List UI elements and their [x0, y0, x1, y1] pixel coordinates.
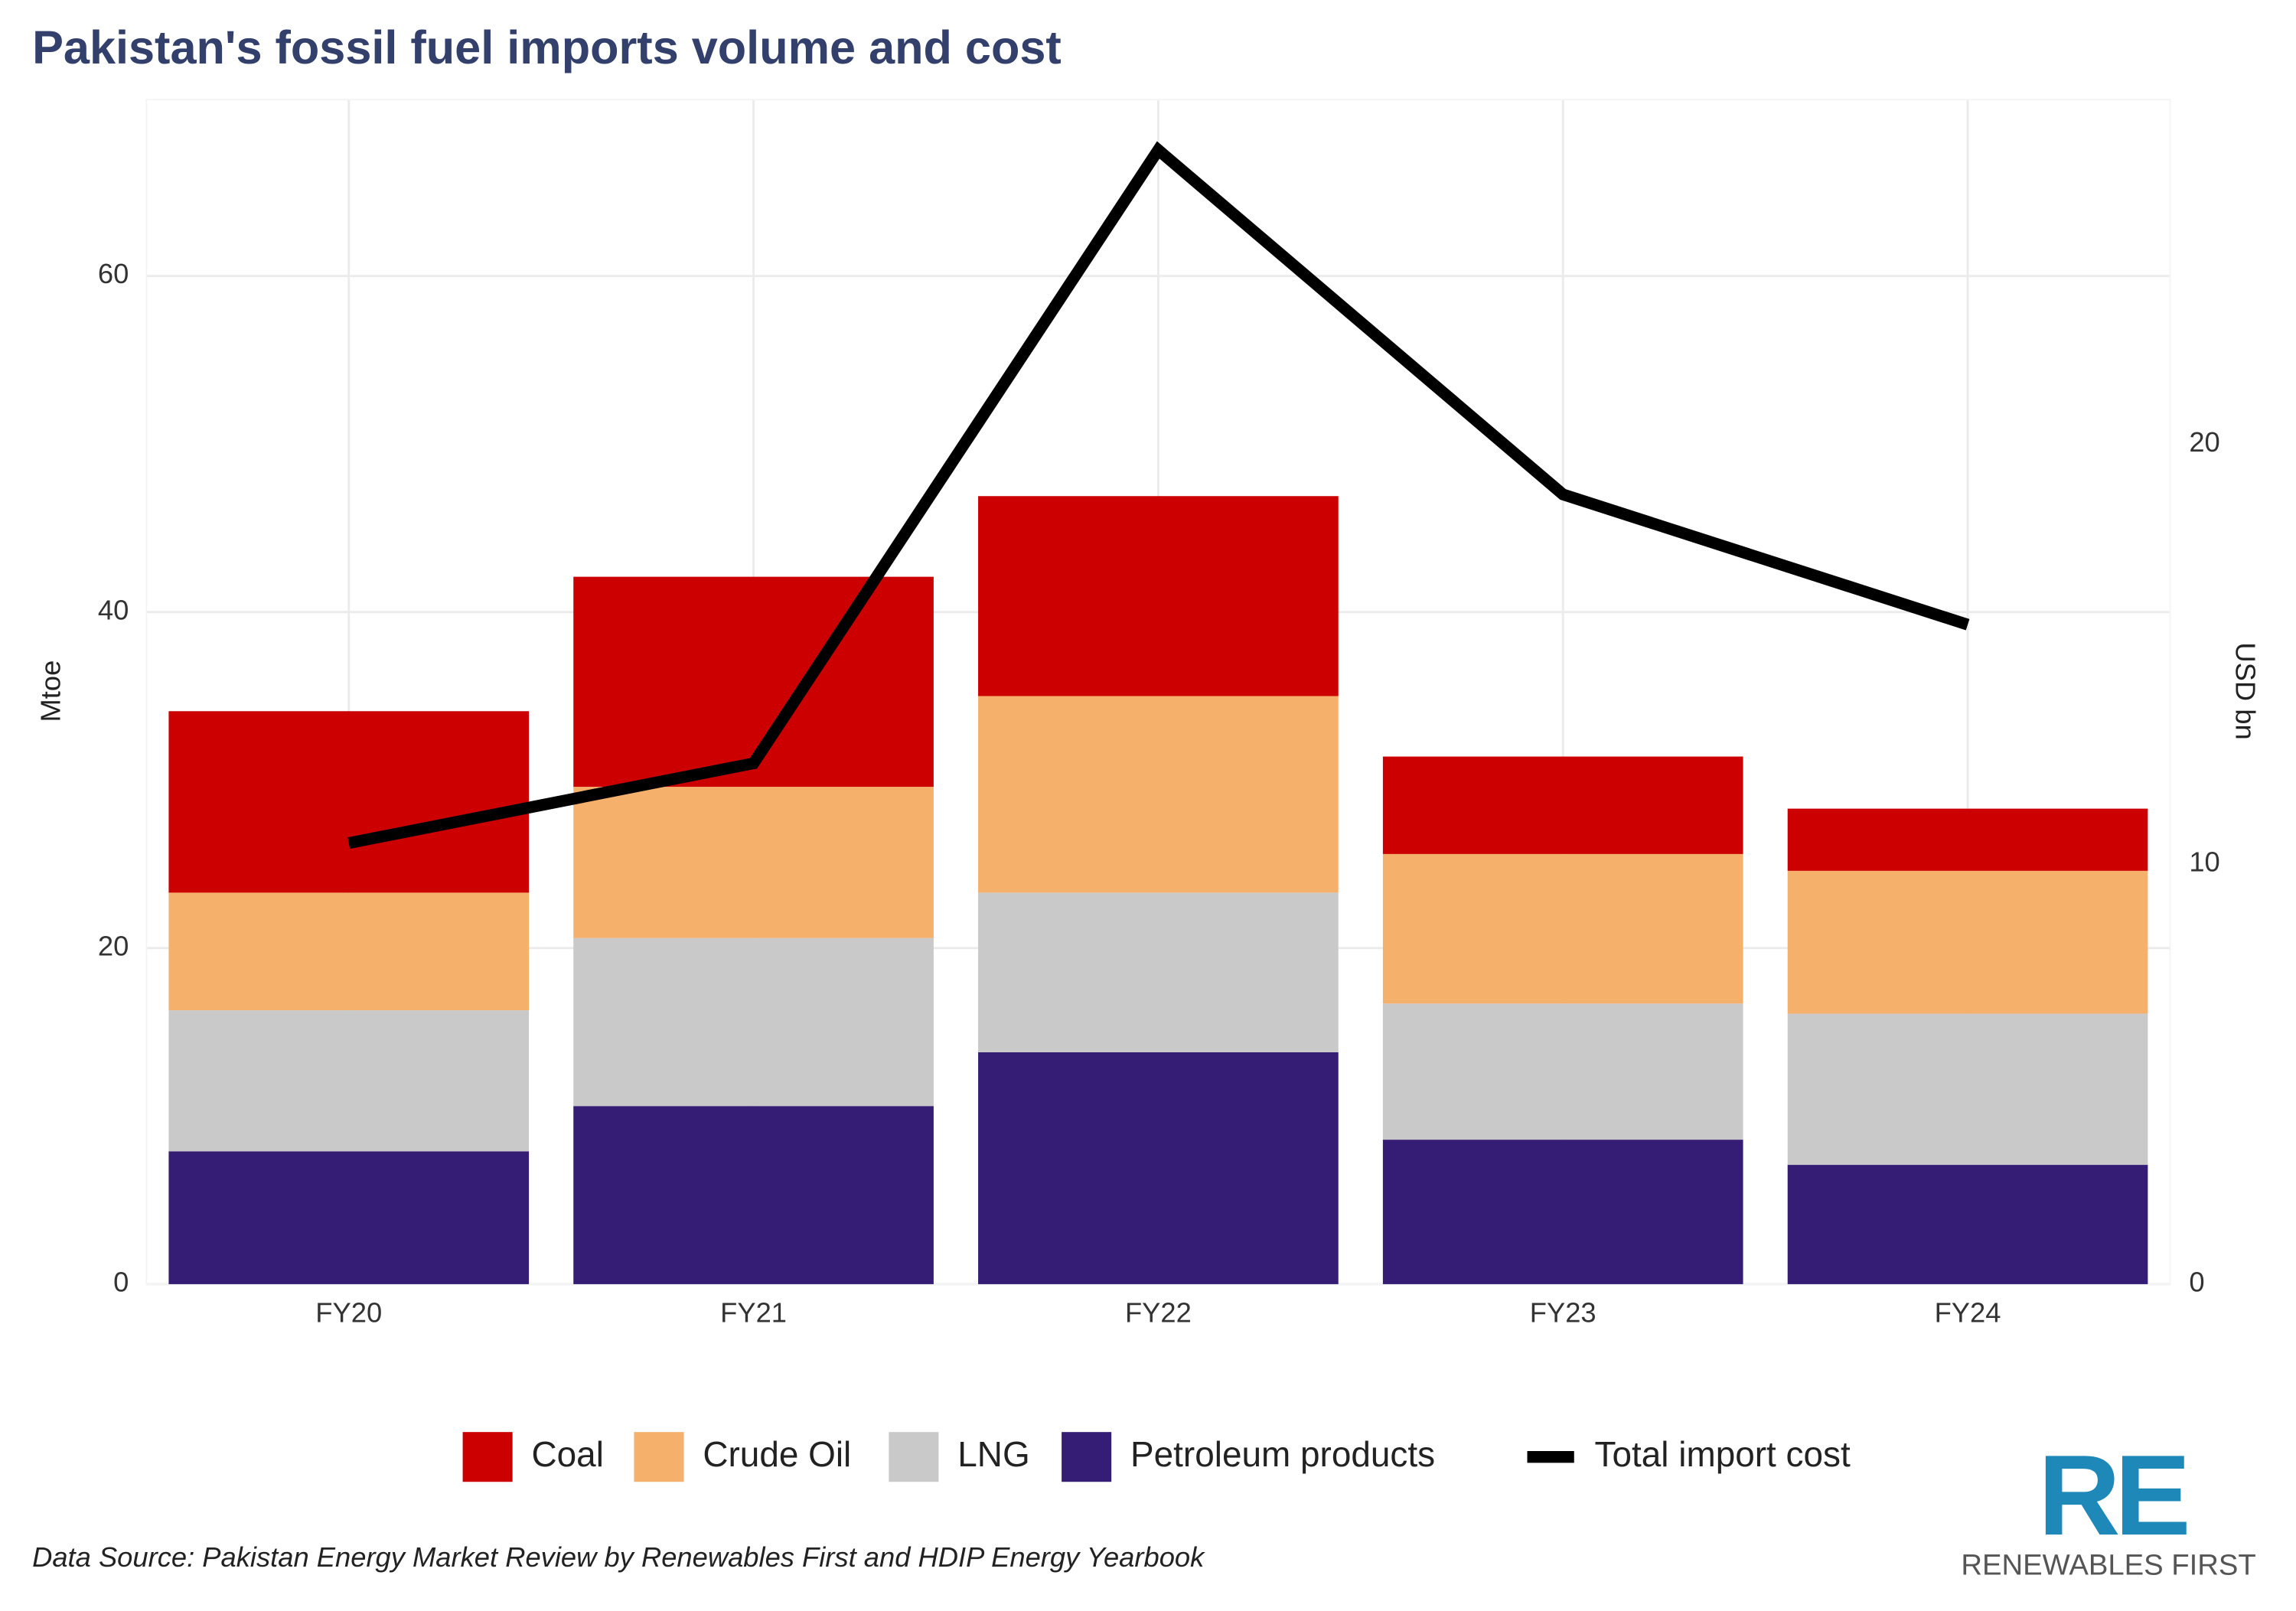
bar-segment: [978, 496, 1339, 696]
bar-segment: [1382, 1140, 1743, 1284]
bar-segment: [1787, 870, 2148, 1014]
bar-segment: [168, 1010, 530, 1152]
y2-axis-label: USD bn: [2230, 642, 2262, 739]
y-tick-label: 60: [98, 258, 129, 289]
legend-key: [889, 1432, 939, 1482]
bar-segment: [168, 1151, 530, 1284]
bar-segment: [168, 892, 530, 1011]
bar-segment: [573, 787, 934, 938]
bar-segment: [168, 711, 530, 893]
x-tick-label: FY20: [315, 1297, 382, 1329]
legend-key: [462, 1432, 513, 1482]
bar-segment: [978, 1052, 1339, 1284]
y-tick-label: 40: [98, 594, 129, 625]
y-tick-label: 0: [113, 1267, 129, 1298]
bar-segment: [1382, 756, 1743, 854]
source-note: Data Source: Pakistan Energy Market Revi…: [32, 1541, 1205, 1573]
bar-segment: [1787, 1013, 2148, 1166]
legend-label: Coal: [532, 1434, 604, 1474]
bar-segment: [1787, 808, 2148, 871]
bar-segment: [1787, 1165, 2148, 1284]
legend-key: [634, 1432, 684, 1482]
bar-segment: [978, 696, 1339, 893]
bar-segment: [1382, 1003, 1743, 1140]
legend-label: Crude Oil: [703, 1434, 851, 1474]
y-tick-label: 20: [98, 930, 129, 961]
y2-tick-label: 0: [2189, 1267, 2204, 1298]
x-tick-label: FY23: [1530, 1297, 1596, 1329]
line: [347, 141, 1970, 850]
legend-label: Petroleum products: [1130, 1434, 1435, 1474]
bar-segment: [1382, 853, 1743, 1004]
x-tick-label: FY24: [1935, 1297, 2001, 1329]
chart-title: Pakistan's fossil fuel imports volume an…: [32, 21, 1062, 73]
bar-segment: [573, 1106, 934, 1284]
y2-tick-label: 10: [2189, 846, 2219, 878]
y2-tick-label: 20: [2189, 426, 2219, 458]
legend-label: Total import cost: [1595, 1434, 1851, 1474]
logo-mark: RE: [2038, 1431, 2187, 1559]
bar-segment: [573, 938, 934, 1107]
legend-key: [1062, 1432, 1112, 1482]
x-tick-label: FY21: [720, 1297, 787, 1329]
x-tick-label: FY22: [1125, 1297, 1192, 1329]
bar-segment: [978, 892, 1339, 1052]
y-axis-label: Mtoe: [34, 660, 66, 722]
logo-text: RENEWABLES FIRST: [1961, 1548, 2255, 1581]
bar-segment: [573, 576, 934, 788]
legend-label: LNG: [957, 1434, 1029, 1474]
